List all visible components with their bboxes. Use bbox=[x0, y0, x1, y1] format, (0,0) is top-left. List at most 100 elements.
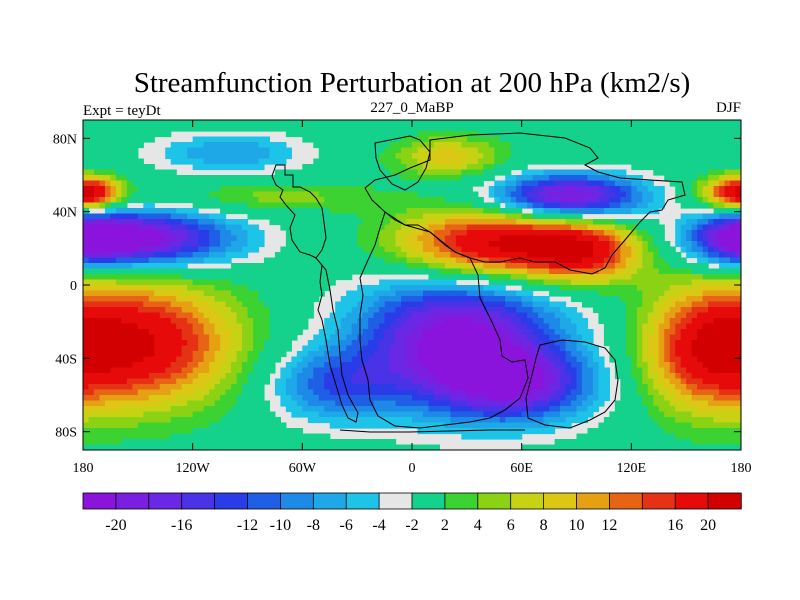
field-cell bbox=[581, 241, 589, 248]
field-cell bbox=[99, 186, 106, 193]
field-cell bbox=[258, 175, 265, 182]
field-cell bbox=[592, 230, 600, 237]
field-cell bbox=[516, 224, 523, 231]
field-cell bbox=[538, 153, 545, 160]
field-cell bbox=[625, 147, 632, 154]
field-cell bbox=[521, 186, 528, 193]
field-cell bbox=[209, 296, 216, 303]
field-cell bbox=[576, 191, 583, 198]
field-cell bbox=[412, 213, 419, 220]
field-cell bbox=[532, 307, 539, 314]
field-cell bbox=[499, 356, 506, 363]
field-cell bbox=[697, 274, 704, 281]
field-cell bbox=[543, 191, 550, 198]
field-cell bbox=[203, 323, 210, 330]
field-cell bbox=[324, 241, 331, 248]
field-cell bbox=[494, 208, 501, 215]
field-cell bbox=[636, 224, 643, 231]
field-cell bbox=[346, 274, 353, 281]
field-cell bbox=[401, 307, 408, 314]
field-cell bbox=[329, 153, 336, 160]
field-cell bbox=[636, 246, 643, 253]
field-cell bbox=[422, 208, 430, 215]
field-cell bbox=[83, 186, 90, 193]
field-cell bbox=[565, 351, 572, 358]
field-cell bbox=[658, 356, 665, 363]
field-cell bbox=[307, 219, 314, 226]
field-cell bbox=[373, 125, 380, 132]
field-cell bbox=[708, 136, 715, 143]
field-cell bbox=[126, 180, 133, 187]
field-cell bbox=[104, 345, 112, 352]
field-cell bbox=[209, 290, 216, 297]
field-cell bbox=[686, 323, 693, 330]
field-cell bbox=[499, 142, 506, 149]
field-cell bbox=[647, 197, 654, 204]
field-cell bbox=[724, 307, 731, 314]
field-cell bbox=[280, 263, 287, 270]
field-cell bbox=[702, 197, 709, 204]
field-cell bbox=[510, 202, 517, 209]
field-cell bbox=[647, 252, 654, 259]
field-cell bbox=[433, 120, 441, 127]
field-cell bbox=[236, 164, 243, 171]
field-cell bbox=[159, 340, 166, 347]
field-cell bbox=[340, 191, 347, 198]
field-cell bbox=[538, 356, 545, 363]
field-cell bbox=[730, 252, 737, 259]
field-cell bbox=[340, 131, 347, 138]
field-cell bbox=[154, 241, 161, 248]
field-cell bbox=[598, 235, 605, 242]
field-cell bbox=[510, 153, 517, 160]
field-cell bbox=[587, 268, 594, 275]
field-cell bbox=[554, 153, 561, 160]
field-cell bbox=[93, 274, 101, 281]
field-cell bbox=[165, 241, 172, 248]
field-cell bbox=[488, 329, 495, 336]
field-cell bbox=[592, 120, 600, 127]
field-cell bbox=[373, 257, 380, 264]
field-cell bbox=[242, 136, 249, 143]
field-cell bbox=[291, 186, 298, 193]
field-cell bbox=[296, 230, 303, 237]
field-cell bbox=[225, 197, 232, 204]
field-cell bbox=[620, 279, 627, 286]
field-cell bbox=[647, 345, 654, 352]
field-cell bbox=[110, 169, 117, 176]
field-cell bbox=[83, 169, 90, 176]
field-cell bbox=[472, 246, 479, 253]
field-cell bbox=[609, 301, 616, 308]
field-cell bbox=[549, 230, 556, 237]
field-cell bbox=[137, 142, 144, 149]
field-cell bbox=[422, 219, 430, 226]
field-cell bbox=[620, 345, 627, 352]
field-cell bbox=[231, 356, 238, 363]
field-cell bbox=[104, 131, 112, 138]
field-cell bbox=[379, 323, 386, 330]
field-cell bbox=[466, 362, 473, 369]
field-cell bbox=[143, 230, 150, 237]
field-cell bbox=[357, 345, 364, 352]
field-cell bbox=[483, 345, 490, 352]
field-cell bbox=[669, 351, 676, 358]
field-cell bbox=[242, 125, 249, 132]
field-cell bbox=[384, 208, 391, 215]
field-cell bbox=[357, 241, 364, 248]
field-cell bbox=[225, 186, 232, 193]
field-cell bbox=[532, 257, 539, 264]
field-cell bbox=[680, 351, 687, 358]
field-cell bbox=[302, 219, 309, 226]
field-cell bbox=[620, 340, 627, 347]
field-cell bbox=[708, 186, 715, 193]
field-cell bbox=[428, 202, 435, 209]
field-cell bbox=[176, 191, 183, 198]
field-cell bbox=[99, 120, 106, 127]
field-cell bbox=[285, 301, 292, 308]
field-cell bbox=[433, 296, 441, 303]
field-cell bbox=[724, 301, 731, 308]
field-cell bbox=[406, 362, 413, 369]
field-cell bbox=[439, 301, 446, 308]
field-cell bbox=[549, 175, 556, 182]
field-cell bbox=[247, 224, 254, 231]
field-cell bbox=[335, 257, 342, 264]
